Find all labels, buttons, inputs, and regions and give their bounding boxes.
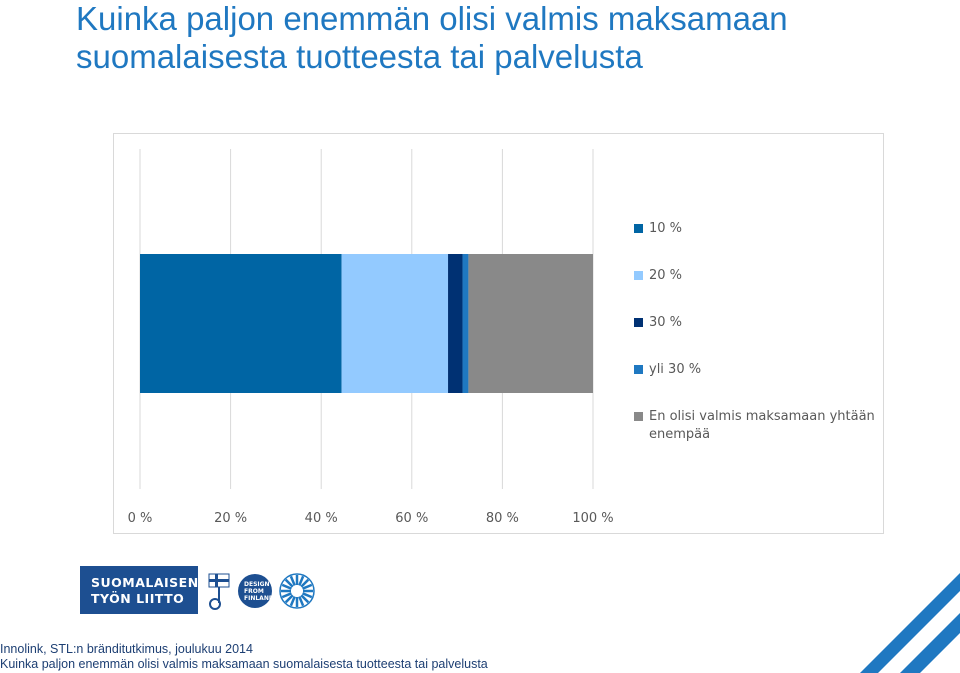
sunburst-ray [284, 578, 294, 588]
stacked-bar-chart: 0 % 20 % 40 % 60 % 80 % 100 % [128, 149, 614, 526]
legend-item: 30 % [634, 314, 884, 332]
design-line2: FROM [244, 588, 264, 595]
x-tick-label: 20 % [214, 511, 247, 526]
legend-swatch [634, 412, 643, 421]
sunburst-ray [284, 594, 294, 604]
sunburst-ray [298, 575, 305, 586]
legend-label: En olisi valmis maksamaan yhtään enempää [649, 409, 875, 442]
legend-swatch [634, 224, 643, 233]
legend-item: 10 % [634, 220, 884, 238]
sunburst-ray [281, 583, 292, 590]
page-title: Kuinka paljon enemmän olisi valmis maksa… [76, 0, 788, 75]
sunburst-ring [279, 573, 315, 609]
x-tick-label: 60 % [395, 511, 428, 526]
sunburst-ray [302, 583, 313, 590]
footer-source: Innolink, STL:n bränditutkimus, joulukuu… [0, 642, 253, 656]
design-line1: DESIGN [244, 581, 270, 588]
sunburst-ray [298, 596, 305, 607]
legend-swatch [634, 318, 643, 327]
bar-segment [468, 254, 593, 393]
legend-label: 20 % [649, 268, 683, 283]
sunburst-ray [289, 596, 296, 607]
certification-icons: DESIGN FROM FINLAND [208, 573, 315, 610]
footer-caption: Kuinka paljon enemmän olisi valmis maksa… [0, 657, 488, 671]
sunburst-ray [289, 575, 296, 586]
legend-swatch [634, 365, 643, 374]
x-tick-label: 0 % [128, 511, 153, 526]
x-axis-ticks: 0 % 20 % 40 % 60 % 80 % 100 % [128, 511, 614, 526]
stl-logo-line1: SUOMALAISEN [91, 575, 199, 590]
x-tick-label: 80 % [486, 511, 519, 526]
design-line3: FINLAND [244, 595, 274, 602]
legend-item: En olisi valmis maksamaan yhtään enempää [634, 408, 884, 444]
sunburst-ray [302, 592, 313, 599]
stl-logo-line2: TYÖN LIITTO [91, 591, 185, 606]
design-from-finland-icon: DESIGN FROM FINLAND [238, 574, 274, 608]
x-tick-label: 100 % [572, 511, 613, 526]
key-flag-icon [208, 573, 230, 610]
sunburst-icon [279, 573, 315, 609]
chart-area: 0 % 20 % 40 % 60 % 80 % 100 % 10 % 20 % 30 % yli… [113, 133, 884, 534]
legend-label: 10 % [649, 221, 683, 236]
stl-logo: SUOMALAISEN TYÖN LIITTO [80, 566, 198, 614]
legend-item: yli 30 % [634, 361, 884, 379]
bar-segments [140, 254, 593, 393]
legend-label: yli 30 % [649, 362, 702, 377]
x-tick-label: 40 % [305, 511, 338, 526]
bar-segment [341, 254, 449, 393]
bar-segment [448, 254, 463, 393]
sunburst-ray [281, 592, 292, 599]
sunburst-ray [300, 578, 310, 588]
corner-stripes [860, 573, 960, 673]
legend-swatch [634, 271, 643, 280]
bar-segment [462, 254, 469, 393]
legend-item: 20 % [634, 267, 884, 285]
legend-label: 30 % [649, 315, 683, 330]
bar-segment [140, 254, 342, 393]
sunburst-ray [300, 594, 310, 604]
